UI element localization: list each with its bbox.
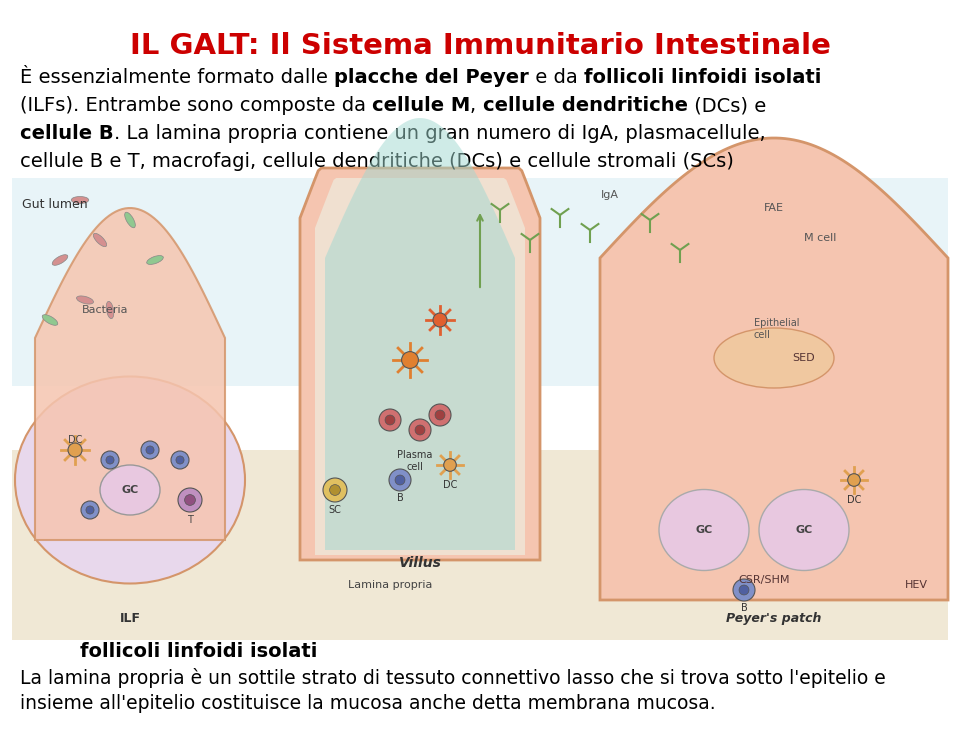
Circle shape — [444, 459, 456, 471]
Circle shape — [101, 451, 119, 469]
Text: B: B — [740, 603, 748, 613]
Circle shape — [401, 352, 419, 368]
Text: cellule B: cellule B — [20, 124, 113, 143]
Ellipse shape — [15, 376, 245, 583]
Text: FAE: FAE — [764, 203, 784, 213]
Text: cellule dendritiche: cellule dendritiche — [483, 96, 688, 115]
Circle shape — [848, 474, 860, 487]
Ellipse shape — [147, 255, 163, 264]
Circle shape — [178, 488, 202, 512]
Text: cellule M: cellule M — [372, 96, 470, 115]
Circle shape — [385, 415, 395, 425]
Text: ,: , — [470, 96, 483, 115]
Polygon shape — [315, 178, 525, 555]
Circle shape — [409, 419, 431, 441]
Text: follicoli linfoidi isolati: follicoli linfoidi isolati — [80, 642, 318, 661]
Circle shape — [739, 585, 749, 595]
Ellipse shape — [714, 328, 834, 388]
Circle shape — [329, 484, 341, 496]
Circle shape — [106, 456, 114, 464]
Text: Bacteria: Bacteria — [82, 305, 129, 315]
Circle shape — [396, 475, 405, 485]
Text: È essenzialmente formato dalle: È essenzialmente formato dalle — [20, 68, 334, 87]
Ellipse shape — [759, 490, 849, 571]
Polygon shape — [35, 208, 225, 540]
Circle shape — [86, 506, 94, 514]
Text: (ILFs). Entrambe sono composte da: (ILFs). Entrambe sono composte da — [20, 96, 372, 115]
Text: SED: SED — [793, 353, 815, 363]
Ellipse shape — [93, 234, 107, 247]
Text: B: B — [396, 493, 403, 503]
Text: Epithelial
cell: Epithelial cell — [754, 318, 800, 339]
Ellipse shape — [100, 465, 160, 515]
Circle shape — [415, 425, 425, 435]
Ellipse shape — [125, 212, 135, 228]
Circle shape — [429, 404, 451, 426]
Text: DC: DC — [68, 435, 83, 445]
Text: IgA: IgA — [601, 190, 619, 200]
Text: Gut lumen: Gut lumen — [22, 198, 87, 211]
Text: insieme all'epitelio costituisce la mucosa anche detta membrana mucosa.: insieme all'epitelio costituisce la muco… — [20, 694, 715, 713]
Text: HEV: HEV — [905, 580, 928, 590]
Circle shape — [323, 478, 347, 502]
Text: Peyer's patch: Peyer's patch — [727, 612, 822, 625]
Text: IL GALT: Il Sistema Immunitario Intestinale: IL GALT: Il Sistema Immunitario Intestin… — [130, 32, 830, 60]
Bar — [12, 450, 948, 640]
Text: placche del Peyer: placche del Peyer — [334, 68, 529, 87]
Circle shape — [176, 456, 184, 464]
Text: Villus: Villus — [398, 556, 442, 570]
Text: e da: e da — [529, 68, 584, 87]
Circle shape — [433, 313, 447, 327]
Text: GC: GC — [121, 485, 138, 495]
Circle shape — [68, 443, 82, 457]
Bar — [12, 178, 948, 386]
Circle shape — [184, 495, 196, 505]
Text: Lamina propria: Lamina propria — [348, 580, 432, 590]
Text: cellule B e T, macrofagi, cellule dendritiche (DCs) e cellule stromali (SCs): cellule B e T, macrofagi, cellule dendri… — [20, 152, 733, 171]
Circle shape — [146, 446, 154, 454]
Ellipse shape — [71, 196, 88, 204]
Circle shape — [81, 501, 99, 519]
Circle shape — [141, 441, 159, 459]
Polygon shape — [325, 118, 515, 550]
Text: CSR/SHM: CSR/SHM — [738, 575, 790, 585]
Text: SC: SC — [328, 505, 342, 515]
Circle shape — [379, 409, 401, 431]
Text: . La lamina propria contiene un gran numero di IgA, plasmacellule,: . La lamina propria contiene un gran num… — [113, 124, 765, 143]
Ellipse shape — [659, 490, 749, 571]
Ellipse shape — [107, 301, 114, 318]
Text: follicoli linfoidi isolati: follicoli linfoidi isolati — [584, 68, 821, 87]
Ellipse shape — [42, 315, 58, 325]
Circle shape — [171, 451, 189, 469]
Polygon shape — [600, 138, 948, 600]
Text: DC: DC — [443, 480, 457, 490]
Text: Plasma
cell: Plasma cell — [397, 450, 433, 472]
Text: La lamina propria è un sottile strato di tessuto connettivo lasso che si trova s: La lamina propria è un sottile strato di… — [20, 668, 886, 688]
Circle shape — [389, 469, 411, 491]
Text: (DCs) e: (DCs) e — [688, 96, 766, 115]
Text: GC: GC — [796, 525, 812, 535]
Circle shape — [733, 579, 755, 601]
Ellipse shape — [77, 296, 93, 304]
Polygon shape — [300, 168, 540, 560]
Text: ILF: ILF — [119, 612, 140, 625]
Text: M cell: M cell — [804, 233, 836, 243]
Text: T: T — [187, 515, 193, 525]
Ellipse shape — [52, 254, 68, 266]
Text: GC: GC — [695, 525, 712, 535]
Text: DC: DC — [847, 495, 861, 505]
Circle shape — [435, 410, 444, 420]
